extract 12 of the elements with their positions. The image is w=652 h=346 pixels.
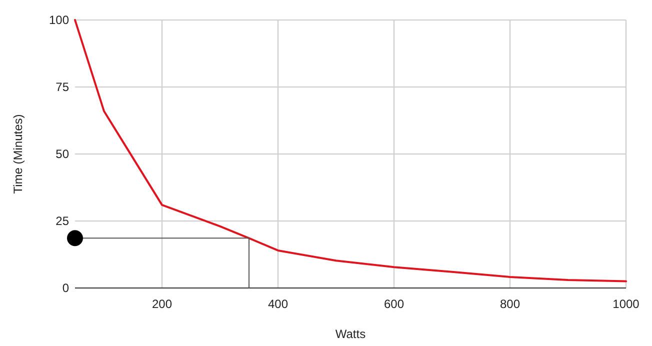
x-tick-label: 800 [500,297,520,311]
x-tick-label: 200 [152,297,172,311]
x-tick-label: 600 [384,297,404,311]
y-tick-label: 75 [56,80,70,94]
x-tick-label: 400 [268,297,288,311]
y-axis-title: Time (Minutes) [11,114,25,194]
y-tick-label: 25 [56,214,70,228]
x-tick-label: 1000 [612,297,640,311]
y-tick-label: 50 [56,147,70,162]
y-tick-label: 100 [48,13,70,28]
y-tick-label: 0 [62,281,70,296]
x-axis-title: Watts [335,327,366,341]
